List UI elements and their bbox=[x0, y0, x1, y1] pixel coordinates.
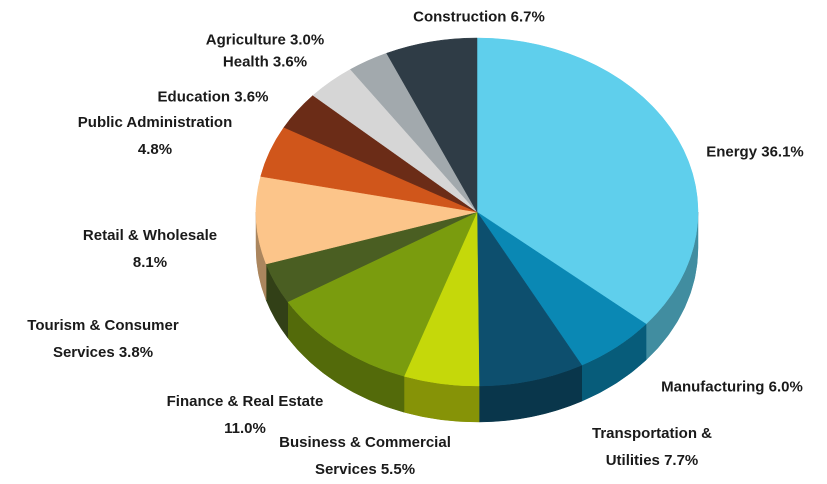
category-name: Transportation & Utilities bbox=[591, 425, 712, 469]
value-label: 3.8% bbox=[118, 344, 154, 361]
category-name: Construction bbox=[413, 8, 507, 26]
slice-label: Manufacturing 6.0% bbox=[661, 374, 803, 401]
slice-label: Agriculture 3.0% bbox=[206, 27, 324, 54]
category-name: Tourism & Consumer Services bbox=[27, 317, 179, 361]
value-label: 11.0% bbox=[224, 420, 266, 437]
value-label: 6.0% bbox=[768, 378, 803, 396]
category-name: Business & Commercial Services bbox=[279, 434, 451, 478]
category-name: Public Administration bbox=[77, 114, 233, 131]
value-label: 8.1% bbox=[132, 254, 168, 271]
value-label: 5.5% bbox=[380, 461, 416, 478]
slice-label: Education 3.6% bbox=[158, 84, 269, 111]
category-name: Education bbox=[157, 88, 231, 106]
value-label: 3.6% bbox=[234, 88, 269, 106]
category-name: Energy bbox=[706, 143, 758, 161]
category-name: Finance & Real Estate bbox=[166, 393, 324, 410]
value-label: 7.7% bbox=[664, 452, 699, 469]
slice bbox=[386, 37, 478, 213]
slice-label: Transportation & Utilities 7.7% bbox=[572, 420, 732, 474]
value-label: 6.7% bbox=[510, 8, 545, 26]
slice bbox=[287, 211, 478, 377]
slice-label: Business & Commercial Services 5.5% bbox=[258, 429, 473, 483]
slice bbox=[476, 211, 583, 387]
slice-label: Health 3.6% bbox=[223, 49, 307, 76]
slice-label: Retail & Wholesale 8.1% bbox=[83, 222, 217, 276]
slice-label: Construction 6.7% bbox=[413, 4, 545, 31]
category-name: Health bbox=[222, 53, 269, 71]
category-name: Retail & Wholesale bbox=[82, 227, 218, 244]
value-label: 3.6% bbox=[272, 53, 308, 71]
slice-label: Energy 36.1% bbox=[706, 139, 804, 166]
value-label: 4.8% bbox=[137, 141, 173, 158]
value-label: 36.1% bbox=[761, 143, 804, 161]
category-name: Agriculture bbox=[205, 31, 286, 49]
slice-label: Public Administration 4.8% bbox=[78, 109, 232, 163]
category-name: Manufacturing bbox=[661, 378, 765, 396]
slice bbox=[476, 37, 699, 325]
slice bbox=[255, 176, 478, 265]
value-label: 3.0% bbox=[289, 31, 325, 49]
slice-label: Finance & Real Estate 11.0% bbox=[167, 388, 324, 442]
slice-label: Tourism & Consumer Services 3.8% bbox=[0, 312, 208, 366]
